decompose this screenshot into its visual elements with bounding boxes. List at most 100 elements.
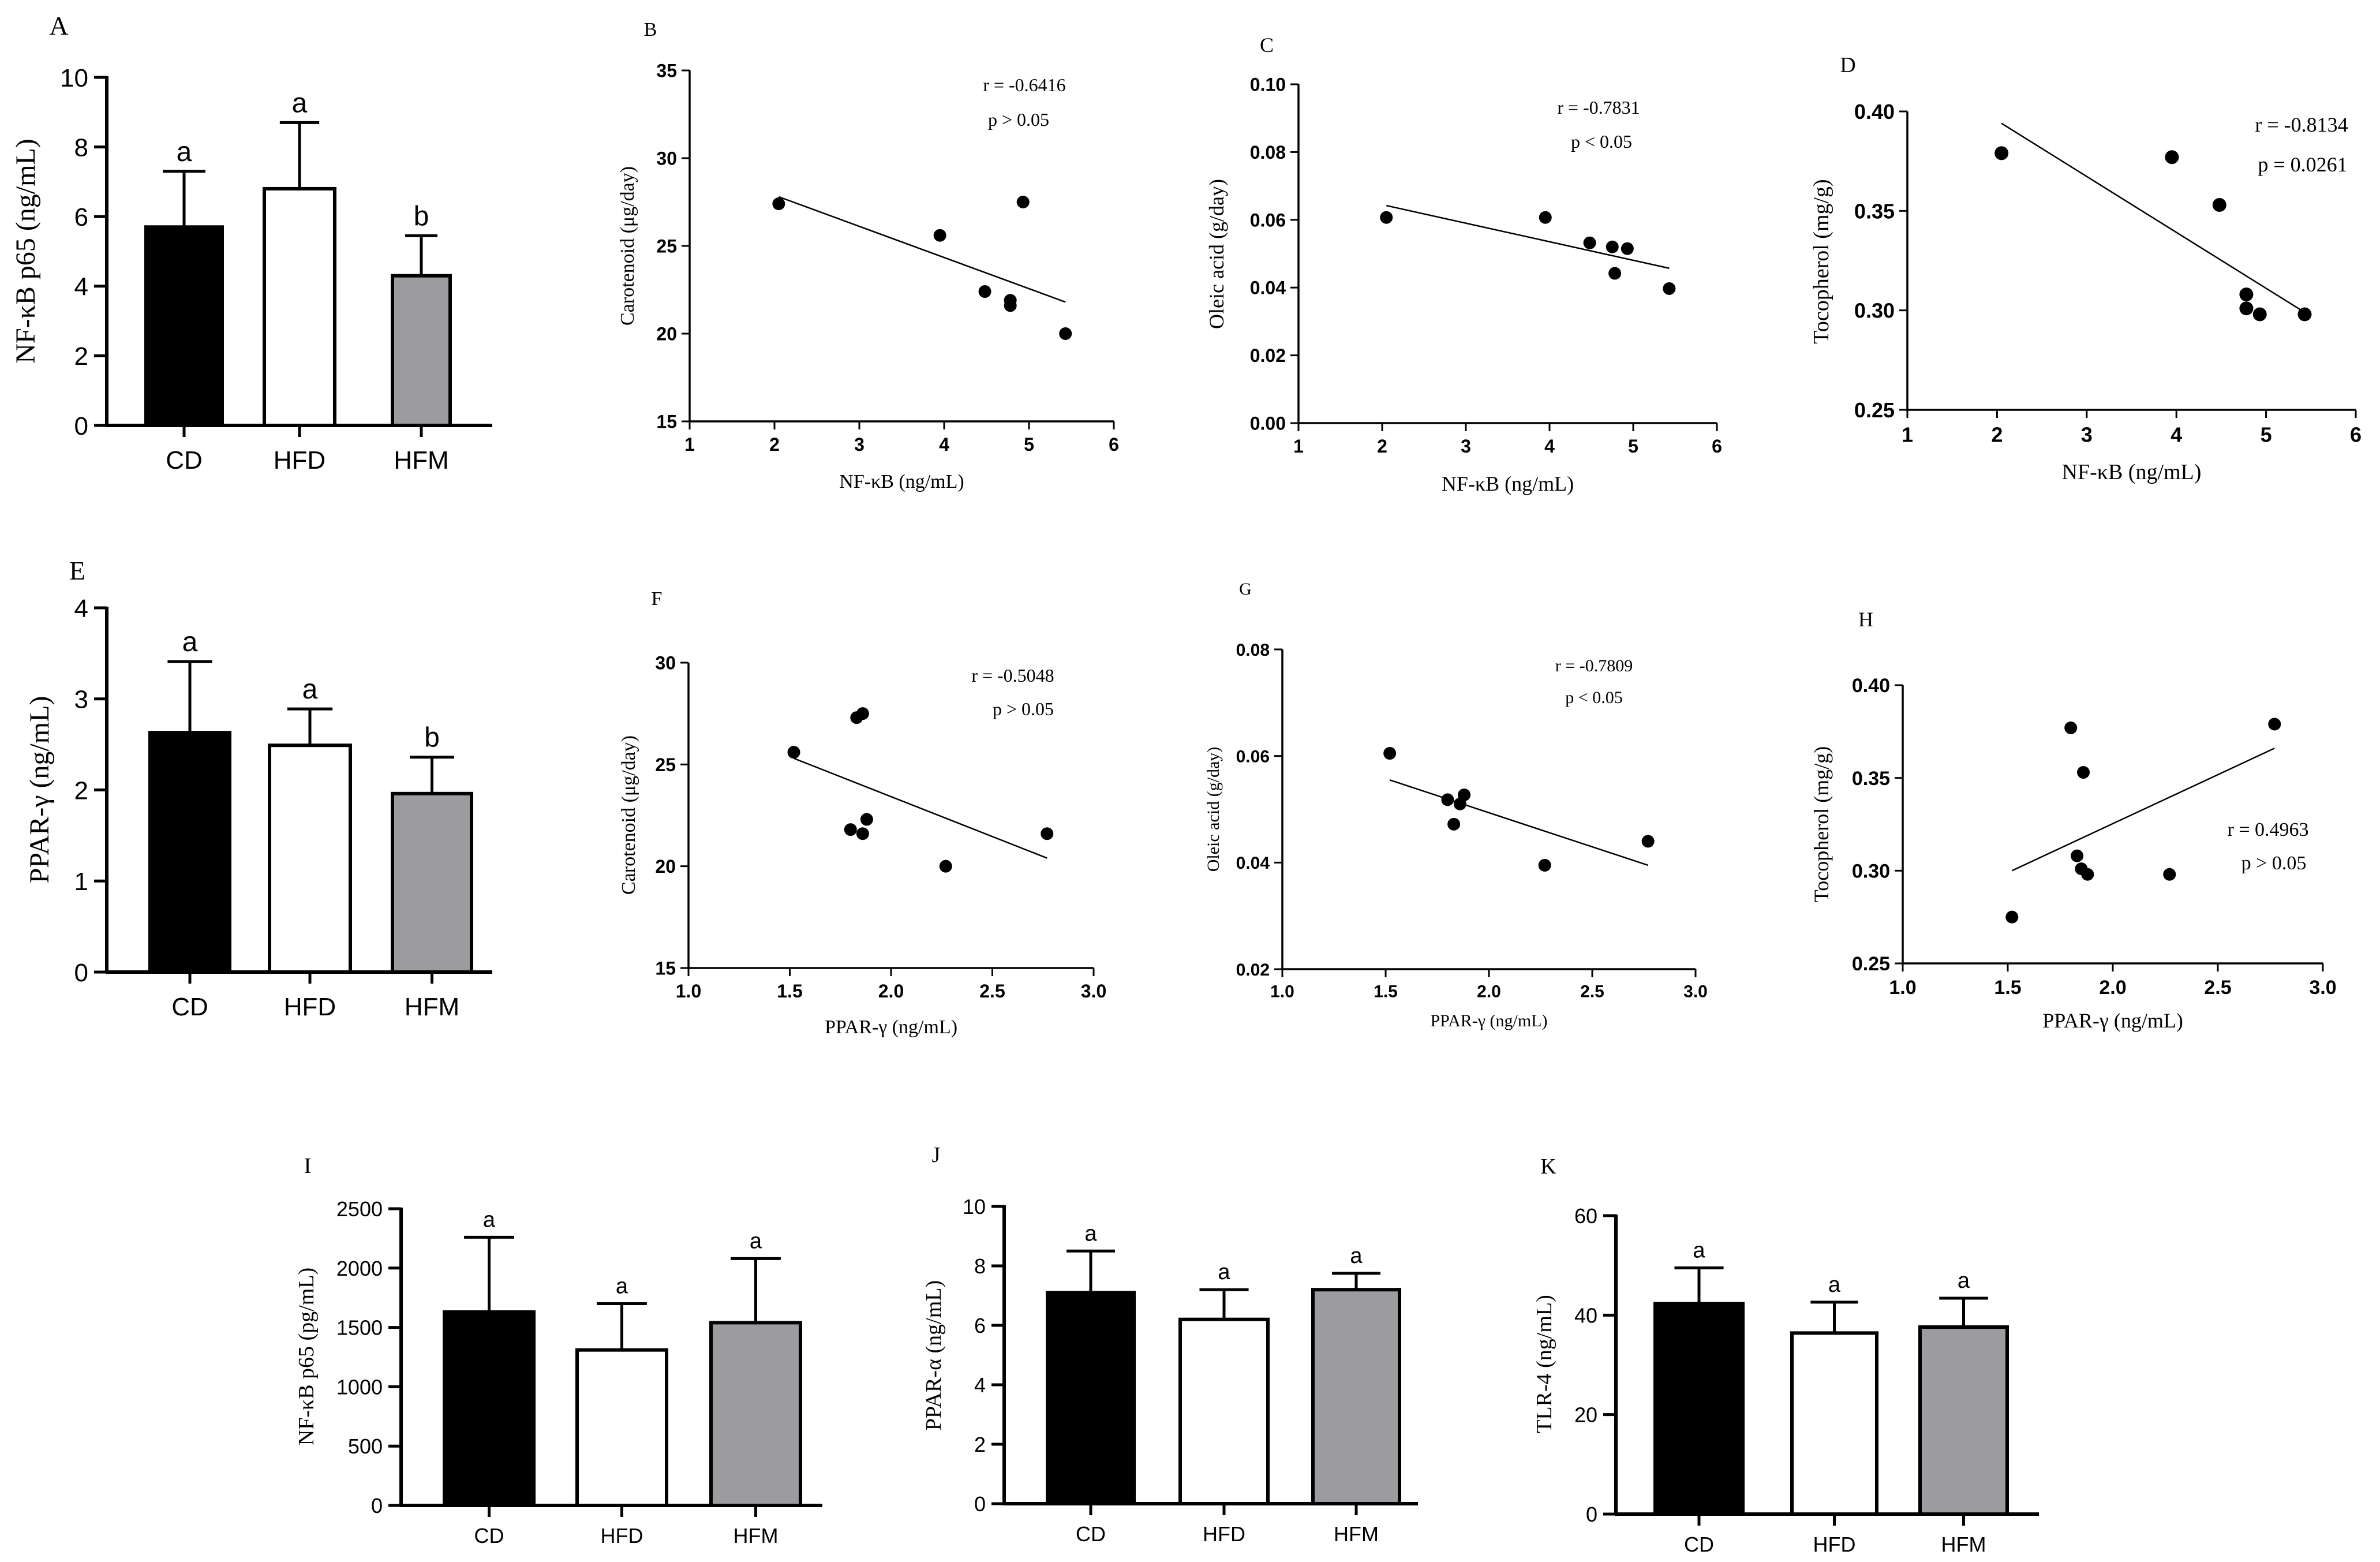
y-tick-label: 0.00 [1250,413,1286,434]
significance-letter: a [1828,1273,1841,1297]
bar-cd [148,731,231,974]
correlation-p: p > 0.05 [2241,853,2307,874]
data-point [2077,766,2090,779]
significance-letter: a [750,1229,762,1253]
data-point [2252,307,2267,322]
y-tick-label: 3 [74,686,88,714]
x-tick-label: 5 [2261,423,2272,446]
x-tick-label: 4 [2171,423,2182,446]
y-axis-title: Tocopherol (mg/g) [1809,179,1833,343]
x-tick-label: HFM [1941,1533,1986,1556]
correlation-r: r = -0.7809 [1555,656,1633,675]
x-axis-title: NF-κB (ng/mL) [839,471,964,492]
x-tick-label: 2.5 [979,981,1005,1002]
y-tick-label: 0.08 [1250,142,1286,163]
data-point [939,860,952,873]
bar-cd [144,225,224,427]
panel-label: D [1840,53,1855,77]
bar-hfd [268,743,352,974]
data-point [856,707,869,720]
x-tick-label: 2.5 [2204,977,2231,999]
correlation-r: r = -0.8134 [2255,113,2348,136]
data-point [1641,835,1655,848]
x-tick-label: 3 [854,434,865,455]
x-tick-label: HFM [734,1524,779,1548]
x-axis-title: NF-κB (ng/mL) [2062,460,2202,484]
x-tick-label: 1 [684,434,695,455]
data-point [1583,236,1596,249]
panel-C: C 0.00 0.02 0.04 0.06 0.08 0.10 1 2 3 4 5 6 NF-κB (ng… [1205,33,1722,495]
y-tick-label: 25 [656,236,677,257]
y-tick-label: 4 [974,1373,986,1397]
y-tick-label: 0.25 [1852,953,1890,975]
x-tick-label: 2.0 [878,981,904,1002]
data-point [844,823,857,836]
correlation-p: p < 0.05 [1565,688,1622,707]
data-point [2239,287,2254,302]
x-tick-label: 1 [1902,423,1913,446]
y-tick-label: 0 [74,959,88,987]
x-tick-label: 1.5 [1374,982,1398,1002]
panel-D: D 0.25 0.30 0.35 0.40 1 2 3 4 5 6 NF-κB (ng/mL) Toco… [1809,53,2362,484]
bar-hfm [709,1321,802,1507]
y-axis-title: NF-κB p65 (pg/mL) [294,1268,319,1445]
data-point [2005,910,2019,924]
panel-K: K 0 20 40 60 a CD a HFD a HFM TLR-4 (ng/mL) [1532,1154,2039,1556]
x-tick-label: 2 [1377,436,1387,457]
correlation-p: p < 0.05 [1571,131,1632,152]
data-point [1383,747,1397,760]
regression-line [1386,204,1670,269]
panel-A: A 0 2 4 6 8 10 a CD a HFD b HFM NF-κB p65 (ng/mL) [10,11,492,474]
x-tick-label: CD [166,446,203,474]
x-tick-label: 5 [1024,434,1034,455]
x-tick-label: 6 [2350,423,2362,446]
panel-label: I [304,1154,312,1178]
y-tick-label: 8 [974,1254,986,1278]
y-tick-label: 20 [656,324,677,345]
y-tick-label: 15 [656,412,677,432]
regression-line [778,196,1066,303]
data-point [1059,327,1072,340]
data-point [1994,146,2009,160]
x-tick-label: 4 [939,434,949,455]
regression-line [2001,122,2306,313]
data-point [2081,868,2094,881]
data-point [933,229,946,242]
panel-H: H 0.25 0.30 0.35 0.40 1.0 1.5 2.0 2.5 3.0 PPAR-γ (… [1810,608,2337,1032]
data-point [1539,211,1552,224]
x-tick-label: CD [474,1524,504,1548]
y-tick-label: 2 [74,776,88,805]
data-point [1004,299,1017,312]
x-tick-label: 2.0 [1477,982,1501,1002]
x-tick-label: HFD [1813,1533,1856,1556]
data-point [772,197,785,211]
data-point [860,813,873,826]
x-axis-title: NF-κB (ng/mL) [1442,472,1574,495]
panel-E: E 0 1 2 3 4 a CD a HFD b HFM PPAR-γ (ng/mL) [24,556,492,1021]
data-point [1621,242,1634,255]
y-axis-title: PPAR-α (ng/mL) [922,1280,946,1430]
x-tick-label: HFD [601,1524,643,1548]
significance-letter: a [1958,1269,1970,1293]
y-tick-label: 30 [655,653,676,674]
bar-hfm [391,274,452,427]
panel-J: J 0 2 4 6 8 10 a CD a HFD a HFM PPAR-α (ng/mL) [922,1143,1418,1546]
x-tick-label: HFM [405,993,459,1021]
data-point [2165,150,2179,165]
x-tick-label: 3 [1461,436,1471,457]
data-point [2071,849,2084,862]
bar-cd [1653,1302,1745,1516]
data-point [1458,789,1471,802]
y-tick-label: 2000 [336,1257,383,1280]
y-tick-label: 0.35 [1854,199,1895,223]
bar-hfd [1178,1317,1270,1505]
y-tick-label: 0 [974,1492,986,1516]
y-tick-label: 0.25 [1854,398,1895,422]
bar-hfm [391,791,473,974]
data-point [1441,793,1454,806]
significance-letter: a [1218,1260,1230,1284]
bar-hfd [575,1348,668,1508]
x-tick-label: 1.0 [1270,982,1294,1002]
x-tick-label: 2.5 [1580,982,1604,1002]
y-tick-label: 0.30 [1854,299,1895,323]
